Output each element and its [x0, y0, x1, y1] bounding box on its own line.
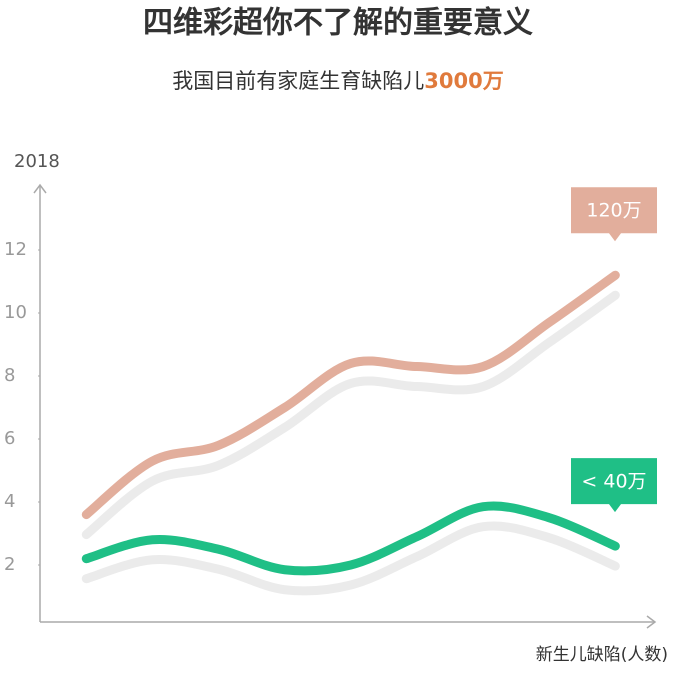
line-shadow	[81, 290, 620, 540]
line-shadow	[81, 521, 620, 596]
y-arrow	[33, 183, 47, 194]
y-tick-label: 6	[4, 428, 15, 449]
y-tick-label: 8	[4, 365, 15, 386]
annotation-label: < 40万	[581, 471, 646, 493]
chart-title: 四维彩超你不了解的重要意义	[143, 6, 533, 41]
annotation-label: 120万	[586, 200, 641, 222]
y-tick-label: 10	[4, 302, 27, 323]
chart-subtitle: 我国目前有家庭生育缺陷儿3000万	[172, 69, 503, 93]
x-arrow	[646, 615, 657, 629]
y-axis-label: 2018	[14, 151, 60, 172]
subtitle-text: 我国目前有家庭生育缺陷儿	[172, 69, 424, 93]
y-tick-label: 12	[4, 239, 27, 260]
subtitle-highlight: 3000万	[424, 69, 503, 93]
annotation-box	[571, 187, 657, 242]
x-axis-label: 新生儿缺陷(人数)	[536, 645, 668, 665]
y-tick-label: 4	[4, 491, 15, 512]
axes	[33, 183, 657, 629]
y-tick-label: 2	[4, 554, 15, 575]
line	[81, 501, 620, 576]
annotation-box	[571, 458, 657, 513]
line	[81, 270, 620, 520]
